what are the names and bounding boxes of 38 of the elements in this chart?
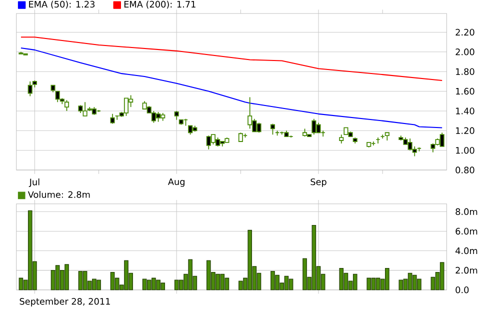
y-tick-label: 8.0m: [456, 208, 478, 215]
y-tick-label: 1.40: [456, 108, 474, 114]
y-tick-label: 1.20: [456, 127, 474, 134]
y-tick-label: 2.0m: [456, 266, 478, 274]
y-tick-label: 0.80: [456, 166, 474, 174]
candlestick: [248, 96, 252, 130]
x-tick-label: Jul: [28, 178, 40, 187]
y-tick-label: 1.80: [456, 68, 474, 75]
legend-label: EMA (200): 1.71: [124, 0, 196, 9]
bar: [18, 278, 24, 290]
candlestick: [110, 113, 115, 124]
bar: [288, 278, 294, 290]
bar: [440, 262, 444, 290]
y-tick-label: 1.60: [456, 88, 474, 95]
bar: [78, 270, 83, 290]
bar: [398, 280, 404, 290]
bar: [352, 274, 358, 290]
y-tick-label: 2.20: [456, 28, 474, 36]
bar: [110, 272, 115, 290]
text: September 28, 2011: [20, 298, 110, 306]
y-tick-label: 6.0m: [456, 228, 478, 234]
y-tick-label: 0.0: [456, 286, 469, 294]
line-series: [20, 36, 443, 81]
legend-label: EMA (50): 1.23: [29, 0, 95, 9]
y-tick-label: 2.00: [456, 48, 474, 56]
bar: [376, 278, 380, 290]
x-tick-label: Sep: [310, 178, 326, 187]
candlestick: [124, 98, 129, 116]
bar: [339, 268, 344, 290]
line-series: [20, 47, 443, 128]
x-tick-label: Aug: [168, 178, 184, 187]
candlestick: [412, 146, 417, 157]
y-tick-label: 4.0m: [456, 247, 478, 254]
legend-label: Volume: 2.8m: [28, 190, 90, 198]
y-tick-label: 1.00: [456, 146, 474, 154]
candlestick: [64, 100, 70, 112]
candlestick: [270, 123, 276, 135]
candlestick: [28, 80, 32, 97]
